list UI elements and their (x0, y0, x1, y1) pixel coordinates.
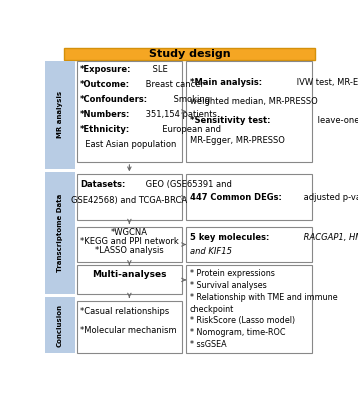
Text: checkpoint: checkpoint (190, 304, 234, 314)
Text: *Casual relationships: *Casual relationships (80, 307, 169, 316)
FancyBboxPatch shape (45, 61, 75, 169)
Text: Conclusion: Conclusion (57, 304, 63, 347)
Text: Breast cancer: Breast cancer (143, 80, 204, 89)
Text: Transcriptome Data: Transcriptome Data (57, 194, 63, 272)
Text: MR analysis: MR analysis (57, 91, 63, 138)
Text: adjusted p-value < 0.01: adjusted p-value < 0.01 (301, 193, 358, 202)
FancyBboxPatch shape (186, 227, 313, 262)
FancyBboxPatch shape (77, 61, 182, 162)
Text: Smoking: Smoking (171, 95, 210, 104)
Text: GSE42568) and TCGA-BRCA: GSE42568) and TCGA-BRCA (71, 196, 188, 205)
Text: weighted median, MR-PRESSO: weighted median, MR-PRESSO (190, 98, 317, 106)
Text: SLE: SLE (150, 65, 168, 74)
Text: *WGCNA: *WGCNA (111, 228, 148, 237)
Text: *Exposure:: *Exposure: (80, 65, 131, 74)
FancyBboxPatch shape (77, 227, 182, 262)
FancyBboxPatch shape (45, 298, 75, 353)
Text: European and: European and (157, 125, 221, 134)
FancyBboxPatch shape (186, 61, 313, 162)
Text: *Confounders:: *Confounders: (80, 95, 148, 104)
Text: IVW test, MR-Egger test,: IVW test, MR-Egger test, (294, 78, 358, 87)
Text: * Survival analyses: * Survival analyses (190, 281, 266, 290)
Text: * RiskScore (Lasso model): * RiskScore (Lasso model) (190, 316, 295, 325)
Text: *Main analysis:: *Main analysis: (190, 78, 262, 87)
Text: and KIF15: and KIF15 (190, 247, 232, 256)
Text: * Nomogram, time-ROC: * Nomogram, time-ROC (190, 328, 285, 337)
Text: Study design: Study design (149, 49, 231, 59)
Text: MR-Egger, MR-PRESSO: MR-Egger, MR-PRESSO (190, 136, 285, 144)
Text: *Sensitivity test:: *Sensitivity test: (190, 116, 270, 126)
FancyBboxPatch shape (186, 265, 313, 353)
Text: *LASSO analysis: *LASSO analysis (95, 246, 164, 255)
Text: Datasets:: Datasets: (80, 180, 125, 189)
Text: *Molecular mechanism: *Molecular mechanism (80, 326, 176, 335)
Text: East Asian population: East Asian population (80, 140, 176, 149)
Text: Multi-analyses: Multi-analyses (92, 270, 166, 279)
Text: 351,154 patients: 351,154 patients (143, 110, 217, 119)
FancyBboxPatch shape (186, 174, 313, 220)
Text: leave-one-out analysis,: leave-one-out analysis, (315, 116, 358, 126)
Text: * Protein expressions: * Protein expressions (190, 270, 275, 278)
FancyBboxPatch shape (64, 48, 315, 60)
FancyBboxPatch shape (77, 265, 182, 294)
FancyBboxPatch shape (77, 300, 182, 353)
Text: * ssGSEA: * ssGSEA (190, 340, 226, 349)
Text: 5 key molecules:: 5 key molecules: (190, 233, 269, 242)
Text: *Outcome:: *Outcome: (80, 80, 130, 89)
Text: * Relationship with TME and immune: * Relationship with TME and immune (190, 293, 337, 302)
FancyBboxPatch shape (45, 48, 322, 356)
FancyBboxPatch shape (45, 172, 75, 294)
Text: 447 Common DEGs:: 447 Common DEGs: (190, 193, 281, 202)
Text: RACGAP1, HMMR, TTK, TOP2A,: RACGAP1, HMMR, TTK, TOP2A, (301, 233, 358, 242)
Text: *Numbers:: *Numbers: (80, 110, 130, 119)
Text: GEO (GSE65391 and: GEO (GSE65391 and (143, 180, 232, 189)
FancyBboxPatch shape (77, 174, 182, 220)
Text: *KEGG and PPI network: *KEGG and PPI network (80, 237, 179, 246)
Text: *Ethnicity:: *Ethnicity: (80, 125, 130, 134)
